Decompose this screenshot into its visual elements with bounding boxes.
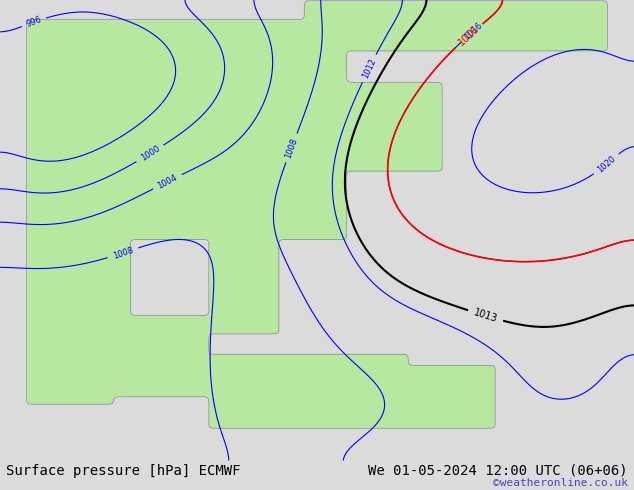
Text: 1013: 1013 [472, 307, 499, 324]
Text: 1016: 1016 [456, 24, 481, 48]
Text: Surface pressure [hPa] ECMWF: Surface pressure [hPa] ECMWF [6, 464, 241, 478]
Text: 1020: 1020 [595, 154, 618, 174]
Text: 1008: 1008 [112, 245, 134, 261]
Text: 1012: 1012 [361, 57, 378, 80]
Text: 1016: 1016 [463, 21, 484, 42]
Text: We 01-05-2024 12:00 UTC (06+06): We 01-05-2024 12:00 UTC (06+06) [368, 464, 628, 478]
Text: ©weatheronline.co.uk: ©weatheronline.co.uk [493, 478, 628, 488]
Text: 1004: 1004 [156, 173, 179, 191]
Text: 1008: 1008 [283, 137, 299, 159]
Text: 996: 996 [25, 15, 43, 29]
Text: 1000: 1000 [139, 144, 161, 163]
